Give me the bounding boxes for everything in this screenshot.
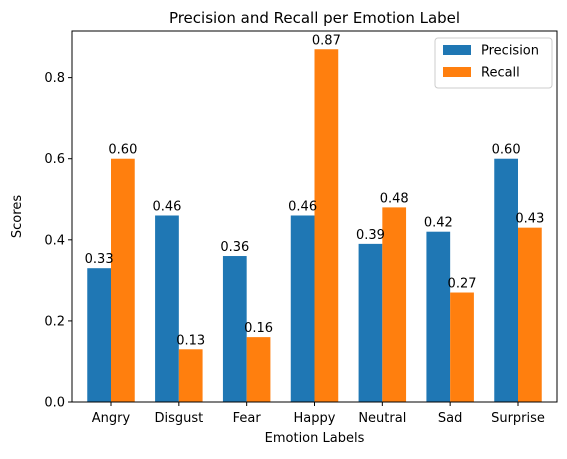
bar-precision-neutral	[358, 243, 383, 402]
plot-area	[87, 49, 542, 402]
value-label-precision-sad: 0.42	[424, 216, 453, 231]
value-label-precision-neutral: 0.39	[356, 228, 385, 243]
x-tick-label-sad: Sad	[438, 411, 462, 426]
legend-label-precision: Precision	[481, 44, 539, 59]
bar-precision-happy	[290, 215, 315, 402]
legend-swatch-precision	[443, 45, 471, 55]
y-axis-label: Scores	[10, 195, 25, 238]
x-tick-label-happy: Happy	[294, 411, 336, 426]
value-label-precision-surprise: 0.60	[492, 143, 521, 158]
value-label-recall-angry: 0.60	[108, 143, 137, 158]
bar-recall-angry	[111, 158, 135, 402]
x-tick-label-disgust: Disgust	[154, 411, 203, 426]
value-label-recall-surprise: 0.43	[515, 212, 544, 227]
y-tick-label-4: 0.8	[44, 71, 65, 86]
value-label-precision-disgust: 0.46	[152, 199, 181, 214]
x-tick-label-neutral: Neutral	[358, 411, 406, 426]
bar-recall-happy	[314, 49, 339, 402]
data-labels: 0.33 0.46 0.36 0.46 0.39 0.42 0.60 0.60 0.13 0.16…	[85, 33, 545, 348]
value-label-recall-fear: 0.16	[244, 321, 273, 336]
bar-precision-fear	[222, 256, 247, 402]
bar-precision-angry	[87, 268, 111, 402]
value-label-precision-happy: 0.46	[288, 199, 317, 214]
bar-precision-sad	[426, 231, 451, 402]
legend-swatch-recall	[443, 67, 471, 77]
bar-recall-disgust	[178, 349, 203, 402]
value-label-precision-fear: 0.36	[220, 240, 249, 255]
x-tick-label-angry: Angry	[92, 411, 131, 426]
legend-label-recall: Recall	[481, 66, 520, 81]
value-label-recall-sad: 0.27	[448, 277, 477, 292]
bar-precision-disgust	[155, 215, 179, 402]
bar-recall-fear	[246, 337, 271, 402]
y-tick-label-2: 0.4	[44, 233, 65, 248]
x-tick-label-surprise: Surprise	[491, 411, 545, 426]
chart-title: Precision and Recall per Emotion Label	[169, 9, 460, 27]
value-label-recall-neutral: 0.48	[380, 191, 409, 206]
bar-recall-sad	[450, 292, 474, 402]
value-label-precision-angry: 0.33	[85, 252, 114, 267]
y-tick-label-1: 0.2	[44, 314, 65, 329]
y-tick-label-3: 0.6	[44, 152, 65, 167]
value-label-recall-happy: 0.87	[312, 33, 341, 48]
y-tick-label-0: 0.0	[44, 396, 65, 411]
bar-recall-surprise	[518, 227, 542, 402]
x-tick-label-fear: Fear	[233, 411, 262, 426]
bar-recall-neutral	[382, 207, 407, 402]
value-label-recall-disgust: 0.13	[176, 333, 205, 348]
bar-precision-surprise	[494, 158, 518, 402]
legend: Precision Recall	[434, 37, 553, 89]
axes: 0.0 0.2 0.4 0.6 0.8 Angry Disgust Fear Happy Neut…	[44, 30, 558, 426]
x-axis-label: Emotion Labels	[265, 431, 365, 446]
